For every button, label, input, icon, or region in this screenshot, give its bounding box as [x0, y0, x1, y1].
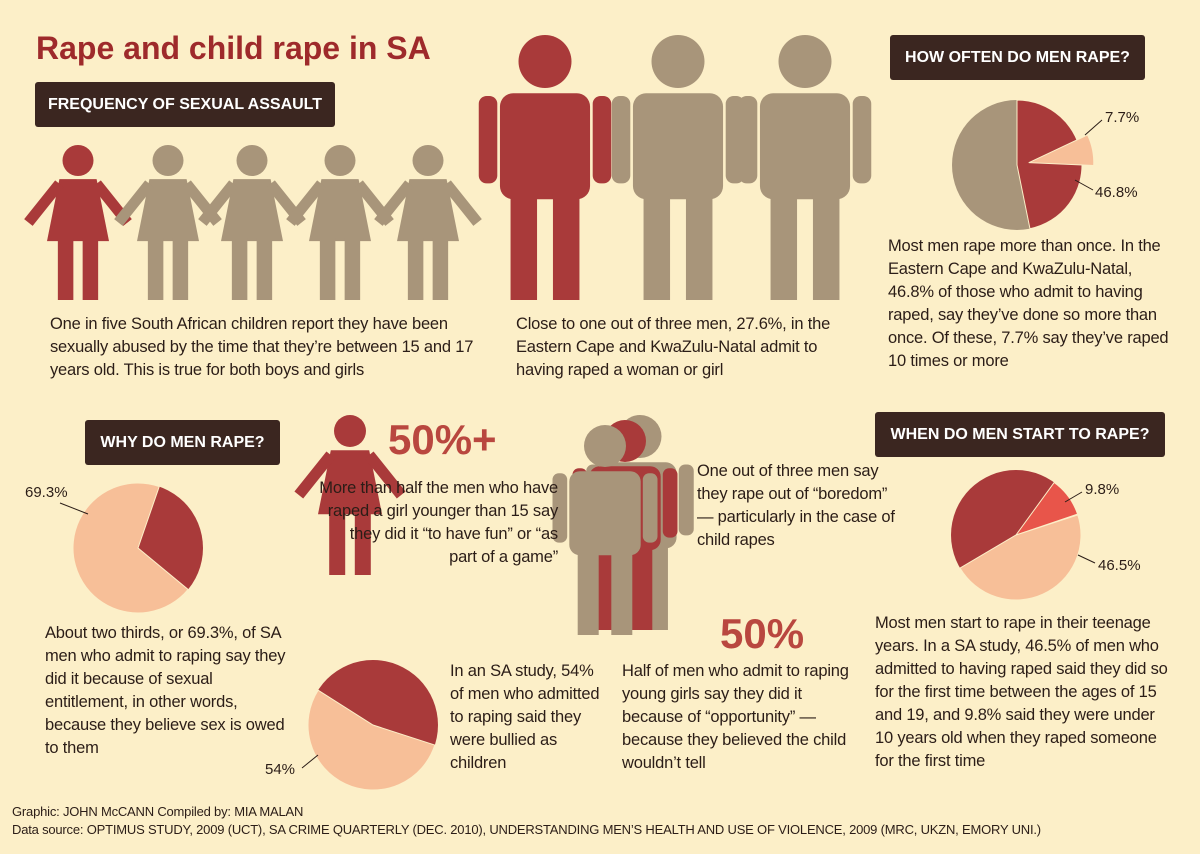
pie-label: 9.8%	[1085, 481, 1119, 498]
figure-arm	[852, 95, 872, 184]
pie-label: 46.5%	[1098, 557, 1141, 574]
title: Rape and child rape in SA	[36, 30, 431, 66]
heading: FREQUENCY OF SEXUAL ASSAULT	[35, 82, 335, 127]
figure-arm	[662, 468, 678, 538]
pie-label: 69.3%	[25, 484, 68, 501]
pie-slice	[72, 482, 189, 614]
paragraph: One in five South African children repor…	[50, 315, 474, 379]
figure-leg	[329, 511, 346, 575]
paragraph: About two thirds, or 69.3%, of SA men wh…	[45, 624, 286, 757]
figure-arm	[642, 473, 658, 543]
figure-body	[47, 179, 109, 242]
figure-leg	[354, 511, 371, 575]
figure-leg	[432, 238, 449, 300]
paragraph: Most men rape more than once. In the Eas…	[888, 237, 1169, 370]
headline: 50%	[720, 610, 805, 657]
figure-head	[584, 425, 626, 467]
leader-line	[1084, 119, 1103, 136]
leader-line	[1077, 554, 1096, 564]
pie-slice	[1014, 481, 1079, 536]
paragraph: In an SA study, 54% of men who admitted …	[450, 662, 600, 772]
figure-body	[318, 450, 382, 515]
paragraph: Half of men who admit to raping young gi…	[622, 662, 849, 772]
figure-leg	[770, 194, 798, 300]
paragraph: Most men start to rape in their teenage …	[875, 614, 1168, 770]
headline: 50%+	[388, 416, 497, 463]
pie-label: 54%	[265, 761, 295, 778]
figure-head	[651, 35, 705, 88]
figure-body	[632, 93, 724, 200]
figure-body	[397, 179, 459, 242]
figure-leg	[256, 238, 273, 300]
figure-arm	[678, 464, 694, 536]
figure-leg	[57, 238, 74, 300]
figure-head	[62, 145, 94, 176]
pie-slice	[1028, 134, 1095, 167]
figure-leg	[231, 238, 248, 300]
figure-arm	[552, 473, 568, 543]
figure-leg	[510, 194, 538, 300]
figure-leg	[344, 238, 361, 300]
figure-arms	[374, 180, 482, 226]
figure-head	[324, 145, 356, 176]
paragraph: More than half the men who have raped a …	[319, 479, 558, 566]
figure-arm	[592, 95, 612, 184]
pie-label: 7.7%	[1105, 109, 1139, 126]
source: Data source: OPTIMUS STUDY, 2009 (UCT), …	[12, 822, 1041, 837]
figure-leg	[147, 238, 164, 300]
figure-leg	[643, 194, 671, 300]
figure-head	[152, 145, 184, 176]
leader-line	[59, 502, 89, 515]
figure-head	[334, 415, 366, 447]
heading: WHEN DO MEN START TO RAPE?	[875, 412, 1165, 457]
figure-body	[499, 93, 591, 200]
figure-head	[412, 145, 444, 176]
figure-body	[309, 179, 371, 242]
figure-body	[221, 179, 283, 242]
heading: WHY DO MEN RAPE?	[85, 420, 280, 465]
figure-head	[778, 35, 832, 88]
figure-arm	[611, 95, 631, 184]
figure-leg	[172, 238, 189, 300]
figure-leg	[552, 194, 580, 300]
pie-slice	[307, 689, 436, 791]
figure-head	[518, 35, 572, 88]
figure-arm	[738, 95, 758, 184]
figure-arm	[478, 95, 498, 184]
figure-arms	[294, 451, 406, 499]
figure-body	[569, 471, 641, 556]
figure-leg	[611, 551, 633, 635]
figure-body	[137, 179, 199, 242]
figure-head	[236, 145, 268, 176]
figure-leg	[82, 238, 99, 300]
credits: Graphic: JOHN McCANN Compiled by: MIA MA…	[12, 804, 304, 819]
paragraph: Close to one out of three men, 27.6%, in…	[516, 315, 831, 379]
pie-slice	[959, 514, 1082, 601]
figure-leg	[319, 238, 336, 300]
leader-line	[301, 754, 319, 769]
figure-leg	[577, 551, 599, 635]
figure-body	[759, 93, 851, 200]
figure-leg	[631, 546, 653, 630]
figure-leg	[407, 238, 424, 300]
figure-leg	[812, 194, 840, 300]
pie-label: 46.8%	[1095, 184, 1138, 201]
figure-leg	[685, 194, 713, 300]
paragraph: One out of three men say they rape out o…	[697, 462, 895, 549]
leader-line	[1074, 179, 1094, 191]
heading: HOW OFTEN DO MEN RAPE?	[890, 35, 1145, 80]
leader-line	[1064, 491, 1083, 503]
